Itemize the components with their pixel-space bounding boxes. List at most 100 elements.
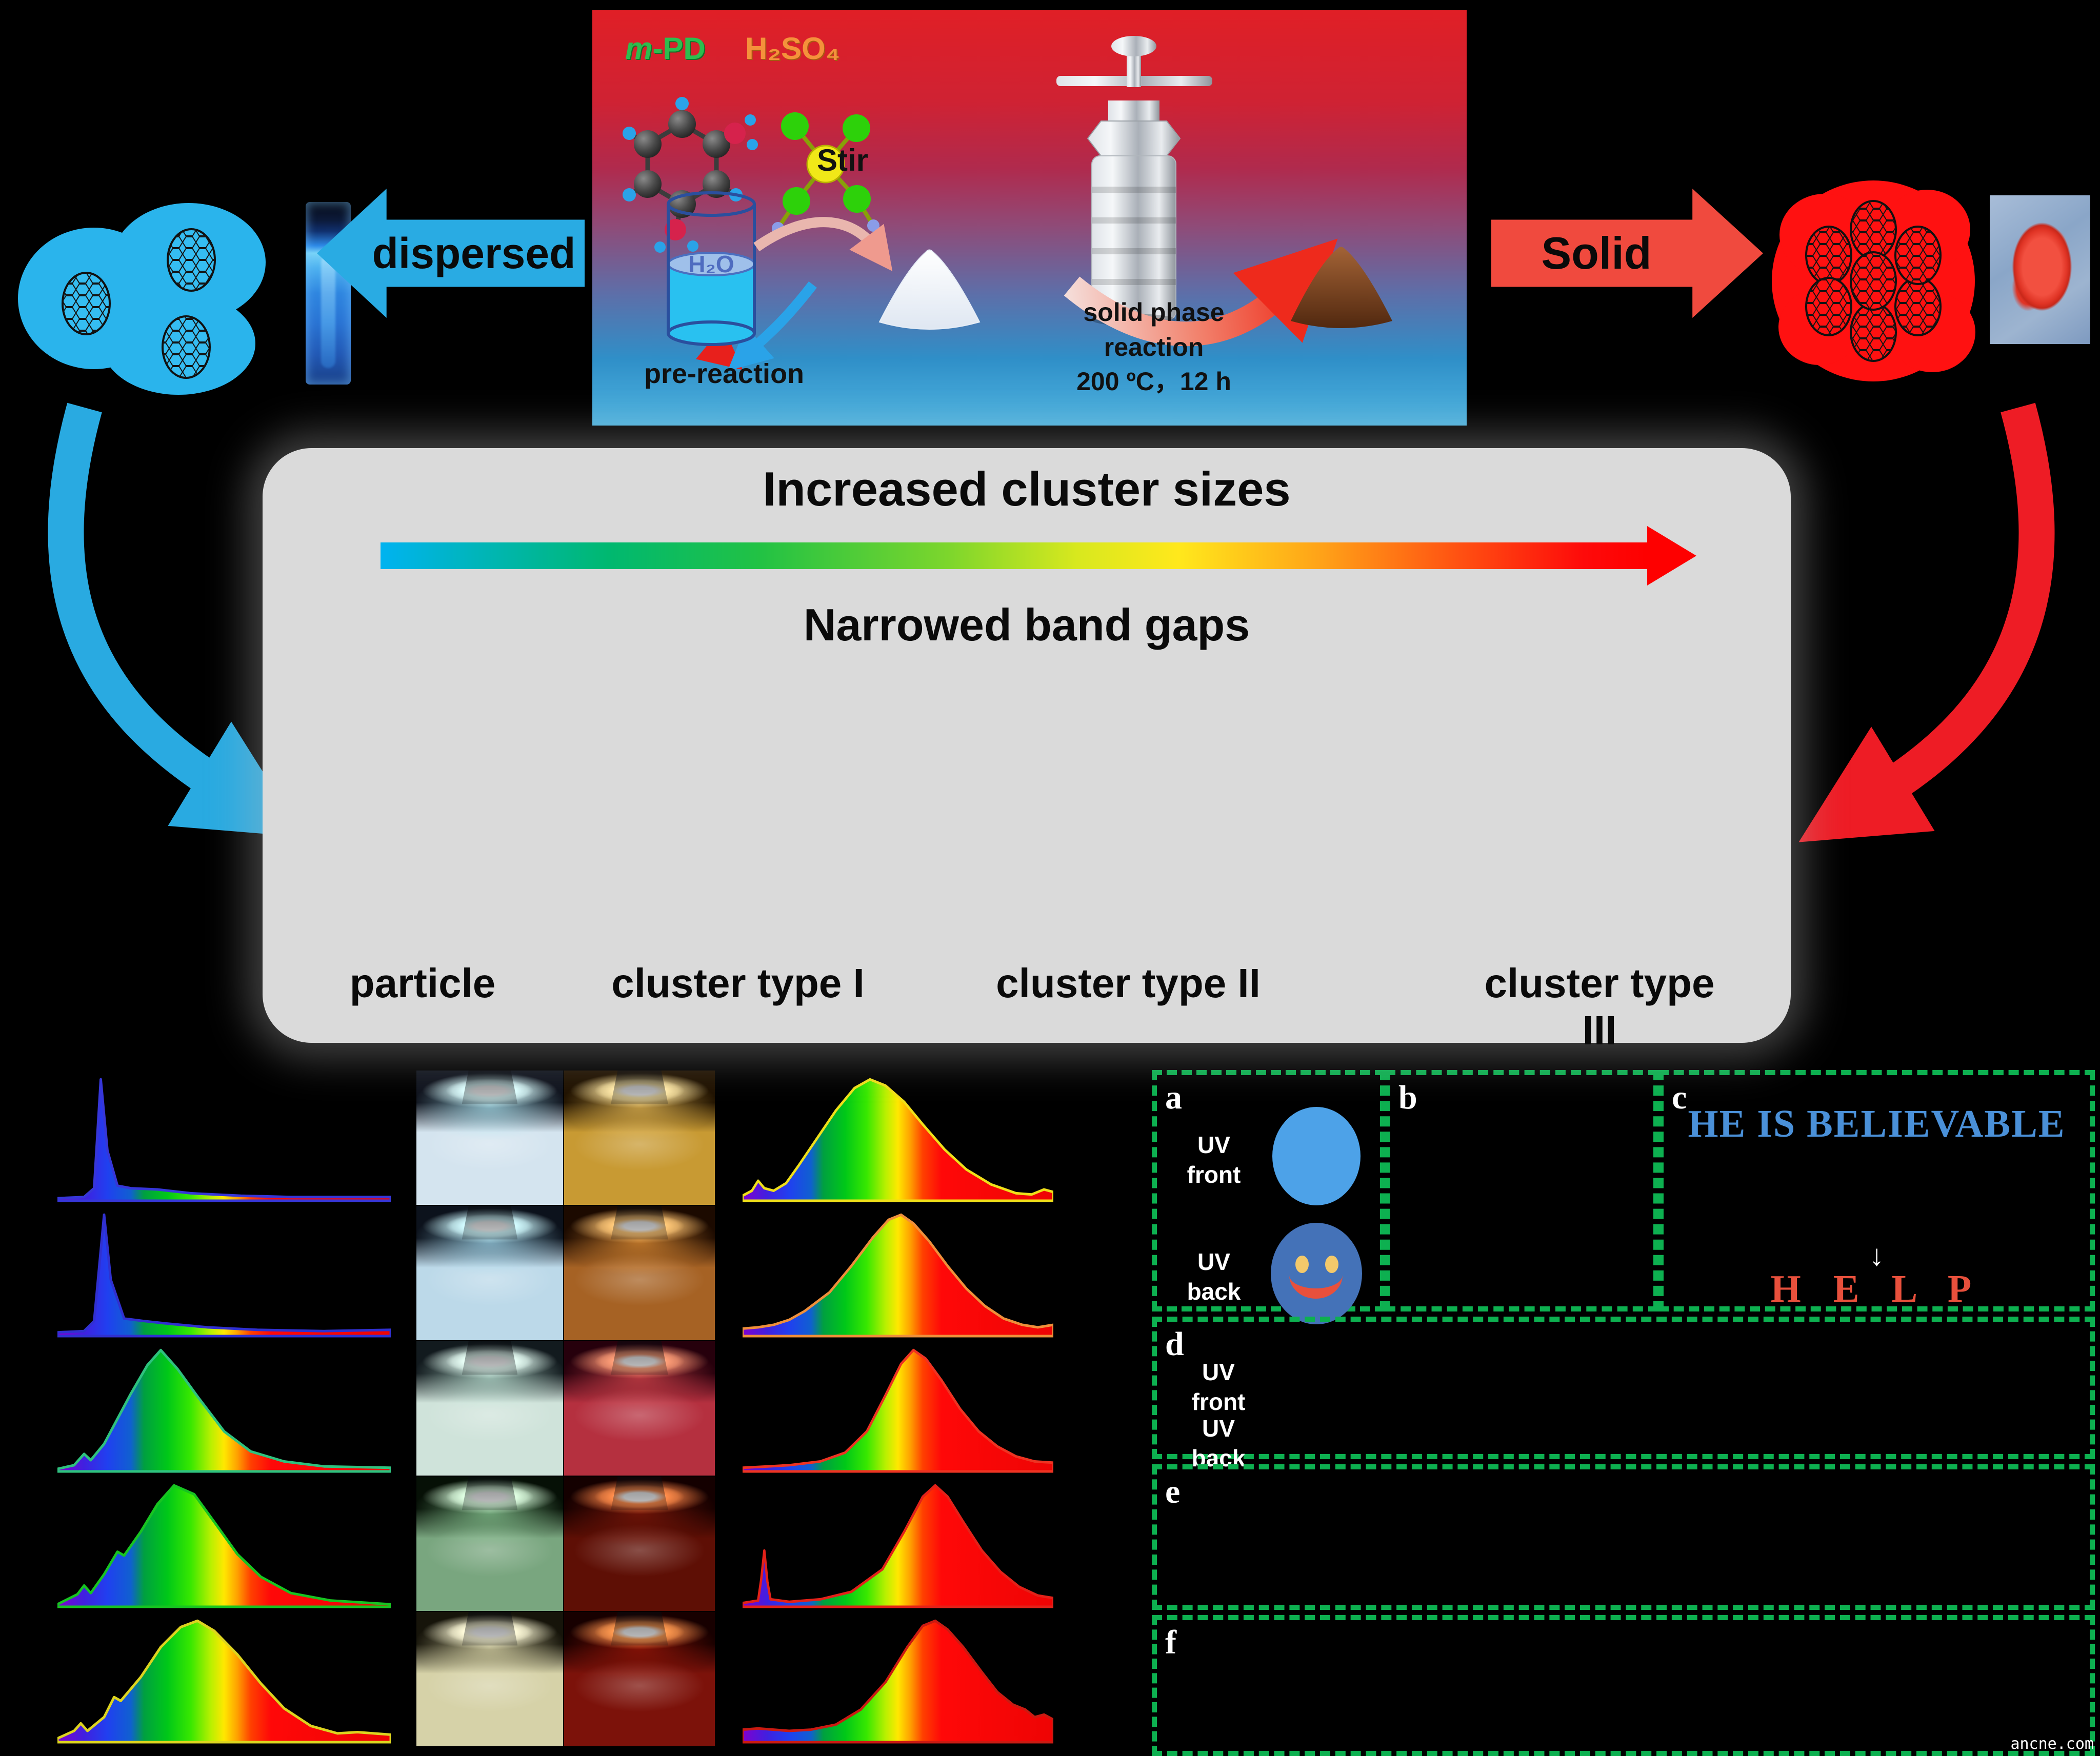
blue-pour-arrow: [728, 281, 817, 371]
band-panel-subtitle: Narrowed band gaps: [803, 599, 1250, 650]
panel-c-tag: c: [1672, 1079, 1687, 1116]
emission-spectrum-svg: [741, 1348, 1055, 1473]
spectrum-left-5: [56, 1613, 392, 1745]
label-cluster-type-2: cluster type II: [996, 960, 1261, 1006]
uv-lamp-body: [611, 1477, 668, 1510]
spectrum-right-3: [741, 1342, 1055, 1475]
smiley-eye: [1325, 1256, 1338, 1273]
solid-phase-line1: solid phase reaction: [1083, 298, 1225, 361]
uv-photo: [564, 1341, 715, 1476]
panel-d: d UV front UV back: [1152, 1317, 2095, 1471]
uv-lamp-body: [462, 1206, 518, 1240]
brown-powder-pile: [1291, 247, 1392, 328]
spectrum-right-2: [741, 1207, 1055, 1339]
dispersed-arrow-label: dispersed: [372, 229, 576, 277]
emission-spectrum-svg: [56, 1619, 392, 1744]
emission-spectrum-svg: [741, 1078, 1055, 1202]
help-line: H E L P: [1770, 1267, 1983, 1310]
panel-a-back-label: UV back: [1175, 1247, 1252, 1306]
carbon-core: [62, 228, 216, 379]
front-word: front: [1191, 1388, 1246, 1415]
uv-photo: [416, 1612, 563, 1746]
solid-phase-line2: 200 ºC，12 h: [1076, 367, 1231, 396]
uv-photo: [564, 1612, 715, 1746]
panel-e: e: [1152, 1464, 2095, 1610]
spectrum-left-4: [56, 1478, 392, 1610]
back-word: back: [1187, 1278, 1241, 1305]
uv-photo: [416, 1477, 563, 1611]
uv-lamp-body: [462, 1612, 518, 1646]
spectrum-left-3: [56, 1342, 392, 1475]
band-panel-title: Increased cluster sizes: [763, 462, 1291, 516]
uv-photo: [416, 1341, 563, 1476]
emission-spectrum-svg: [56, 1348, 392, 1473]
uv-photo: [564, 1206, 715, 1340]
uv-word: UV: [1202, 1359, 1235, 1385]
uv-photo: [564, 1071, 715, 1205]
uv-lamp-body: [462, 1341, 518, 1375]
uv-photo: [416, 1206, 563, 1340]
mpd-label: m-PD: [625, 31, 706, 66]
panel-e-tag: e: [1165, 1473, 1181, 1510]
spectrum-right-5: [741, 1613, 1055, 1745]
uv-back-smiley: [1271, 1223, 1362, 1324]
label-cluster-type-3: cluster type III: [1484, 960, 1715, 1053]
emission-spectrum-svg: [56, 1484, 392, 1608]
panel-c: c HE IS BELIEVABLE ↓ H E L P: [1658, 1070, 2095, 1311]
smiley-eye: [1295, 1256, 1309, 1273]
solid-phase-label: solid phase reaction 200 ºC，12 h: [1044, 295, 1264, 399]
front-word: front: [1187, 1161, 1241, 1188]
mpd-label-prefix: m: [625, 31, 653, 66]
spectrum-left-1: [56, 1072, 392, 1204]
rainbow-arrow-head: [1647, 526, 1696, 586]
emission-spectrum-svg: [56, 1213, 392, 1338]
blue-flow-arrow: [48, 402, 304, 837]
magic-morse-rows: [1157, 1322, 2090, 1454]
label-cluster-type-1: cluster type I: [611, 960, 865, 1006]
stir-label: Stir: [817, 143, 869, 177]
emission-spectrum-svg: [741, 1484, 1055, 1608]
emission-spectrum-svg: [56, 1078, 392, 1202]
uv-photo: [416, 1071, 563, 1205]
rainbow-arrow-bar: [381, 542, 1647, 569]
emission-spectrum-svg: [741, 1213, 1055, 1338]
reaction-scheme-panel: m-PD H₂SO₄ Stir H₂O pre-reaction solid p…: [592, 10, 1467, 426]
uv-photo: [564, 1477, 715, 1611]
red-powder-photo: [1990, 195, 2090, 344]
uv-lamp-body: [611, 1341, 668, 1375]
uv-lamp-body: [611, 1071, 668, 1104]
pre-reaction-label: pre-reaction: [644, 358, 805, 389]
uv-lamp-body: [462, 1477, 518, 1510]
panel-a-front-label: UV front: [1175, 1131, 1252, 1189]
spectrum-right-1: [741, 1072, 1055, 1204]
h2o-label: H₂O: [688, 251, 734, 277]
red-flow-arrow: [1798, 402, 2055, 842]
dispersed-particles-illustration: [18, 203, 266, 395]
uv-front-disc: [1272, 1107, 1361, 1205]
panel-f-tag: f: [1165, 1624, 1176, 1661]
smiley-mouth: [1289, 1272, 1343, 1299]
down-arrow-icon: ↓: [1869, 1239, 1884, 1272]
uv-word: UV: [1197, 1132, 1230, 1158]
watermark: ancne.com: [2010, 1735, 2094, 1753]
panel-d-front-label: UV front: [1177, 1358, 1259, 1417]
uv-lamp-body: [611, 1206, 668, 1240]
emission-spectrum-svg: [741, 1619, 1055, 1744]
panel-a: a UV front UV back: [1152, 1070, 1385, 1324]
cluster-drawings: [263, 448, 1791, 1043]
solid-arrow: Solid: [1491, 189, 1763, 318]
uv-word: UV: [1197, 1248, 1230, 1275]
cuvette-glow: [321, 255, 335, 368]
believable-line1: HE IS BELIEVABLE: [1688, 1102, 2066, 1145]
panel-f: f: [1152, 1615, 2095, 1756]
uv-lamp-body: [611, 1612, 668, 1646]
h2so4-molecule: [772, 112, 879, 234]
beaker: [667, 191, 756, 346]
panel-a-tag: a: [1165, 1079, 1182, 1116]
mpd-label-suffix: -PD: [652, 31, 706, 66]
spectrum-right-4: [741, 1478, 1055, 1610]
stir-arrow: [753, 217, 893, 272]
solid-cluster-illustration: [1772, 180, 1975, 381]
uv-word: UV: [1202, 1415, 1235, 1442]
reaction-scheme-drawing: [623, 36, 1392, 371]
